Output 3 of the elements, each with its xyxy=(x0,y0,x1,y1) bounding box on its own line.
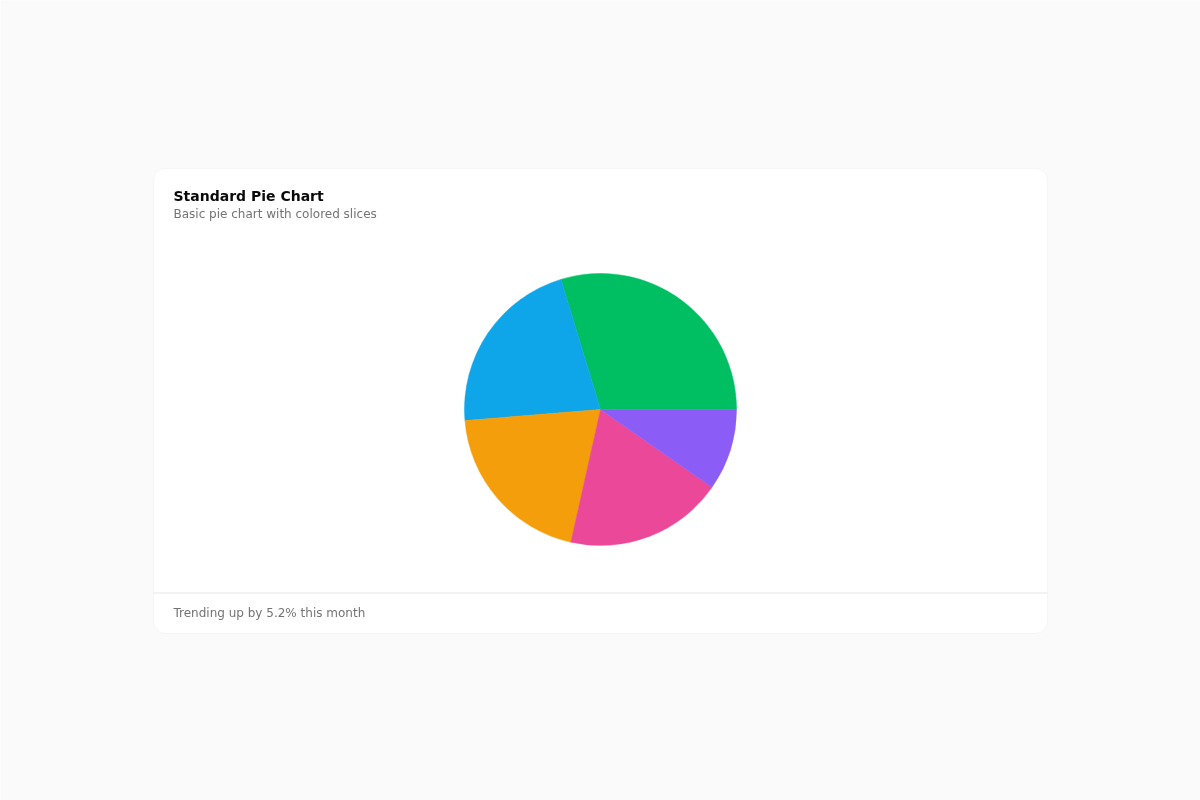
text: Basic pie chart with colored slices xyxy=(173,206,377,221)
text: Standard Pie Chart xyxy=(173,187,324,204)
text: Trending up by 5.2% this month xyxy=(172,605,366,620)
